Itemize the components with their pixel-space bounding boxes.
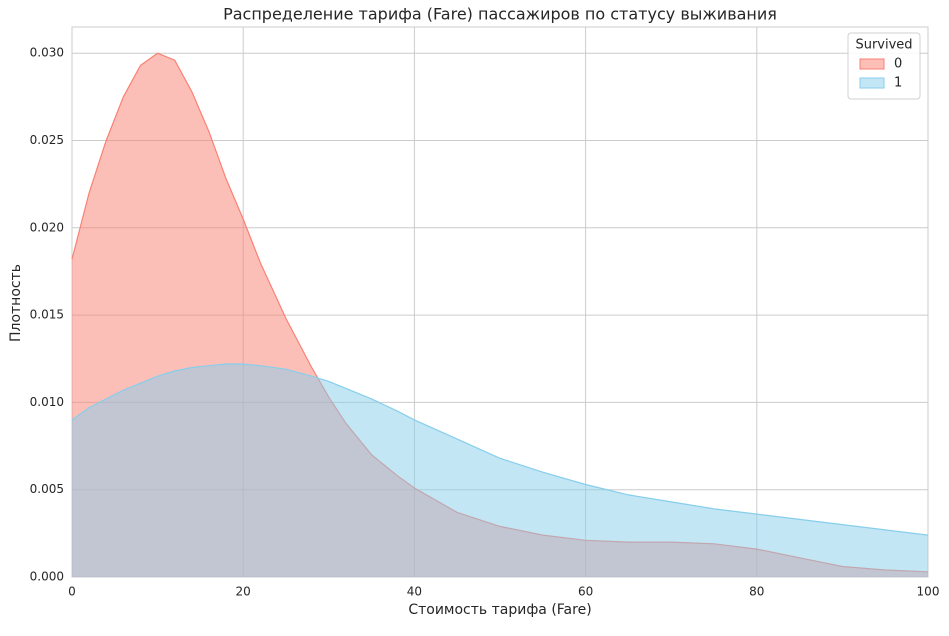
y-axis-label: Плотность bbox=[8, 264, 24, 342]
y-tick-label: 0.005 bbox=[30, 482, 64, 496]
area-line bbox=[71, 363, 929, 536]
y-tick-label: 0.000 bbox=[30, 570, 64, 584]
legend-label: 0 bbox=[894, 57, 902, 72]
area-fill bbox=[72, 364, 928, 577]
y-tick-label: 0.010 bbox=[30, 395, 64, 409]
x-tick-label: 80 bbox=[749, 585, 764, 599]
y-tick-label: 0.030 bbox=[30, 46, 64, 60]
chart-title: Распределение тарифа (Fare) пассажиров п… bbox=[223, 5, 777, 24]
legend-title: Survived bbox=[855, 38, 912, 53]
x-tick-label: 0 bbox=[68, 585, 76, 599]
x-tick-label: 100 bbox=[917, 585, 940, 599]
y-tick-label: 0.015 bbox=[30, 308, 64, 322]
y-tick-label: 0.020 bbox=[30, 220, 64, 234]
x-axis-label: Стоимость тарифа (Fare) bbox=[408, 602, 591, 618]
x-tick-label: 40 bbox=[407, 585, 422, 599]
x-tick-label: 20 bbox=[236, 585, 251, 599]
legend-swatch bbox=[859, 58, 885, 70]
legend-label: 1 bbox=[894, 76, 902, 91]
legend-swatch bbox=[859, 77, 885, 89]
y-tick-label: 0.025 bbox=[30, 133, 64, 147]
x-tick-label: 60 bbox=[578, 585, 593, 599]
